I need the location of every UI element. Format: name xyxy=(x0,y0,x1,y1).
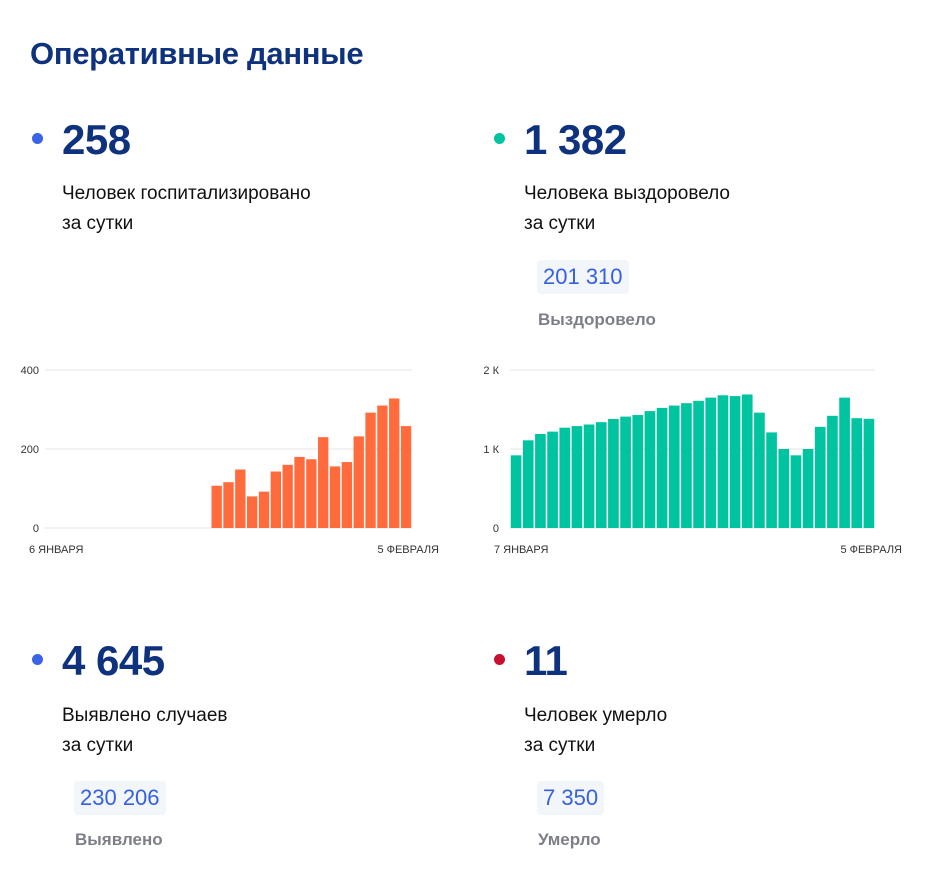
hospitalized-bar xyxy=(294,456,305,528)
hospitalized-bar xyxy=(282,464,293,528)
page-title: Оперативные данные xyxy=(30,36,364,71)
recovered-total-label: Выздоровело xyxy=(538,310,656,329)
recovered-bar xyxy=(620,416,631,528)
deaths-dot xyxy=(494,654,505,665)
recovered-bar xyxy=(790,455,802,528)
hospitalized-bar xyxy=(353,436,364,528)
recovered-bar xyxy=(681,403,692,528)
deaths-label-line1: Человек умерло xyxy=(524,705,668,726)
hospitalized-dot xyxy=(32,133,43,144)
recovered-bar xyxy=(559,427,571,528)
recovered-bar xyxy=(522,440,534,528)
hospitalized-bar xyxy=(377,405,388,528)
recovered-bar xyxy=(814,426,826,528)
hospitalized-bar xyxy=(318,437,329,528)
hospitalized-bar xyxy=(341,462,353,528)
deaths-label-line2: за сутки xyxy=(524,735,596,756)
hospitalized-y-tick-label: 200 xyxy=(21,444,39,456)
recovered-y-tick-label: 0 xyxy=(493,523,499,535)
recovered-bar xyxy=(547,431,558,528)
recovered-x-end-label: 5 ФЕВРАЛЯ xyxy=(840,544,902,556)
cases-label-line2: за сутки xyxy=(62,735,134,756)
recovered-value: 1 382 xyxy=(524,116,627,163)
recovered-y-tick-label: 1 К xyxy=(483,444,499,456)
hospitalized-label-line1: Человек госпитализировано xyxy=(62,183,311,204)
hospitalized-bar xyxy=(247,496,258,528)
recovered-bar xyxy=(632,415,644,528)
hospitalized-bar xyxy=(389,398,400,528)
recovered-bar xyxy=(778,449,790,528)
recovered-bar xyxy=(827,415,838,528)
hospitalized-bar xyxy=(258,491,270,528)
recovered-bar xyxy=(510,455,522,528)
recovered-bar-chart: 0 1 К 2 К 7 ЯНВАРЯ 5 ФЕВРАЛЯ xyxy=(483,365,902,556)
hospitalized-x-end-label: 5 ФЕВРАЛЯ xyxy=(377,544,439,556)
recovered-bar xyxy=(766,432,777,528)
recovered-bar xyxy=(693,400,704,528)
recovered-bar xyxy=(839,397,850,528)
recovered-bar xyxy=(656,407,668,528)
cases-total-value: 230 206 xyxy=(74,781,166,815)
deaths-total-value: 7 350 xyxy=(537,781,605,815)
deaths-value: 11 xyxy=(524,637,568,684)
cases-value: 4 645 xyxy=(62,637,165,684)
hospitalized-y-tick-label: 400 xyxy=(21,365,39,377)
hospitalized-bar xyxy=(235,469,246,528)
hospitalized-bar xyxy=(365,412,376,528)
hospitalized-value: 258 xyxy=(62,116,131,163)
cases-total-label: Выявлено xyxy=(75,830,163,849)
hospitalized-bar xyxy=(223,482,234,528)
recovered-bar xyxy=(863,418,875,528)
cases-dot xyxy=(32,654,43,665)
recovered-y-tick-label: 2 К xyxy=(483,365,499,377)
recovered-label-line1: Человека выздоровело xyxy=(524,183,731,204)
recovered-bar xyxy=(705,397,717,528)
recovered-bar xyxy=(754,412,765,528)
recovered-bar xyxy=(851,418,863,528)
recovered-bar xyxy=(741,394,753,528)
recovered-bar xyxy=(644,411,656,528)
recovered-x-start-label: 7 ЯНВАРЯ xyxy=(494,544,548,556)
hospitalized-bar xyxy=(211,485,222,528)
deaths-total-label: Умерло xyxy=(538,830,601,849)
recovered-bar xyxy=(595,422,607,528)
hospitalized-y-tick-label: 0 xyxy=(33,523,39,535)
recovered-bar xyxy=(717,395,729,528)
hospitalized-label-line2: за сутки xyxy=(62,213,134,234)
hospitalized-bar xyxy=(329,466,341,528)
recovered-bar xyxy=(668,405,680,528)
hospitalized-bar xyxy=(400,426,412,528)
cases-label-line1: Выявлено случаев xyxy=(62,705,228,726)
recovered-bar xyxy=(571,426,583,528)
recovered-label-line2: за сутки xyxy=(524,213,596,234)
hospitalized-x-start-label: 6 ЯНВАРЯ xyxy=(29,544,83,556)
recovered-bar xyxy=(535,433,546,528)
recovered-bar xyxy=(802,449,814,528)
hospitalized-bar xyxy=(270,471,282,528)
recovered-total-value: 201 310 xyxy=(537,260,629,294)
hospitalized-bar-chart: 0 200 400 6 ЯНВАРЯ 5 ФЕВРАЛЯ xyxy=(21,365,439,556)
recovered-bar xyxy=(729,396,741,528)
recovered-bar xyxy=(583,424,595,528)
recovered-bar xyxy=(608,418,619,528)
recovered-dot xyxy=(494,133,505,144)
hospitalized-bar xyxy=(306,459,317,528)
